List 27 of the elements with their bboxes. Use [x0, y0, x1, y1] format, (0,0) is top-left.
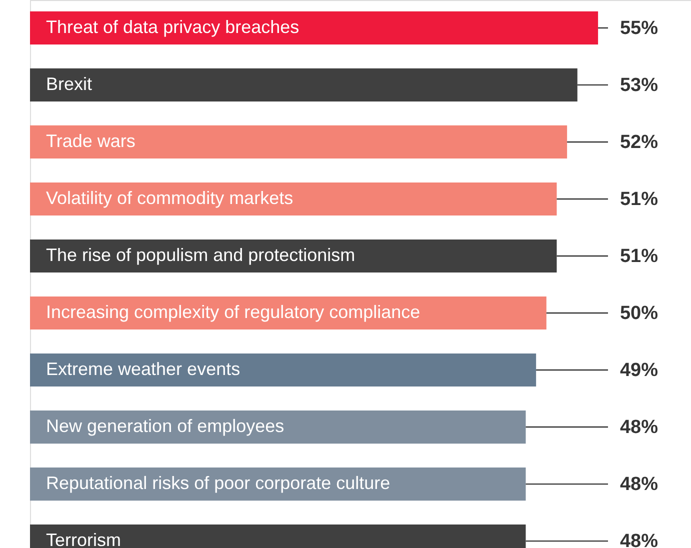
y-tick-label: Extreme weather events [46, 359, 240, 380]
data-label: 48% [620, 417, 658, 438]
data-label: 50% [620, 303, 658, 324]
y-tick-label: New generation of employees [46, 416, 284, 436]
y-tick-label: Terrorism [46, 530, 121, 548]
bar [30, 68, 578, 102]
y-tick-label: Trade wars [46, 130, 136, 151]
y-tick-label: Increasing complexity of regulatory compliance [46, 302, 420, 322]
bar [30, 182, 557, 216]
y-tick-label: Brexit [46, 74, 92, 94]
data-label: 51% [620, 188, 658, 210]
data-label: 51% [620, 246, 658, 267]
y-tick-label: Volatility of commodity markets [46, 188, 294, 208]
y-tick-label: Reputational risks of poor corporate culture [46, 473, 390, 494]
data-label: 55% [620, 18, 658, 39]
bar [30, 353, 536, 387]
bar [30, 11, 598, 44]
data-label: 53% [620, 74, 658, 96]
data-label: 52% [620, 132, 658, 153]
bar [30, 125, 568, 158]
y-tick-label: The rise of populism and protectionism [46, 244, 356, 265]
data-label: 49% [620, 360, 658, 382]
data-label: 48% [620, 474, 658, 496]
bar [30, 239, 557, 273]
y-tick-label: Threat of data privacy breaches [46, 16, 300, 37]
bar [30, 410, 526, 444]
data-label: 48% [620, 531, 658, 548]
